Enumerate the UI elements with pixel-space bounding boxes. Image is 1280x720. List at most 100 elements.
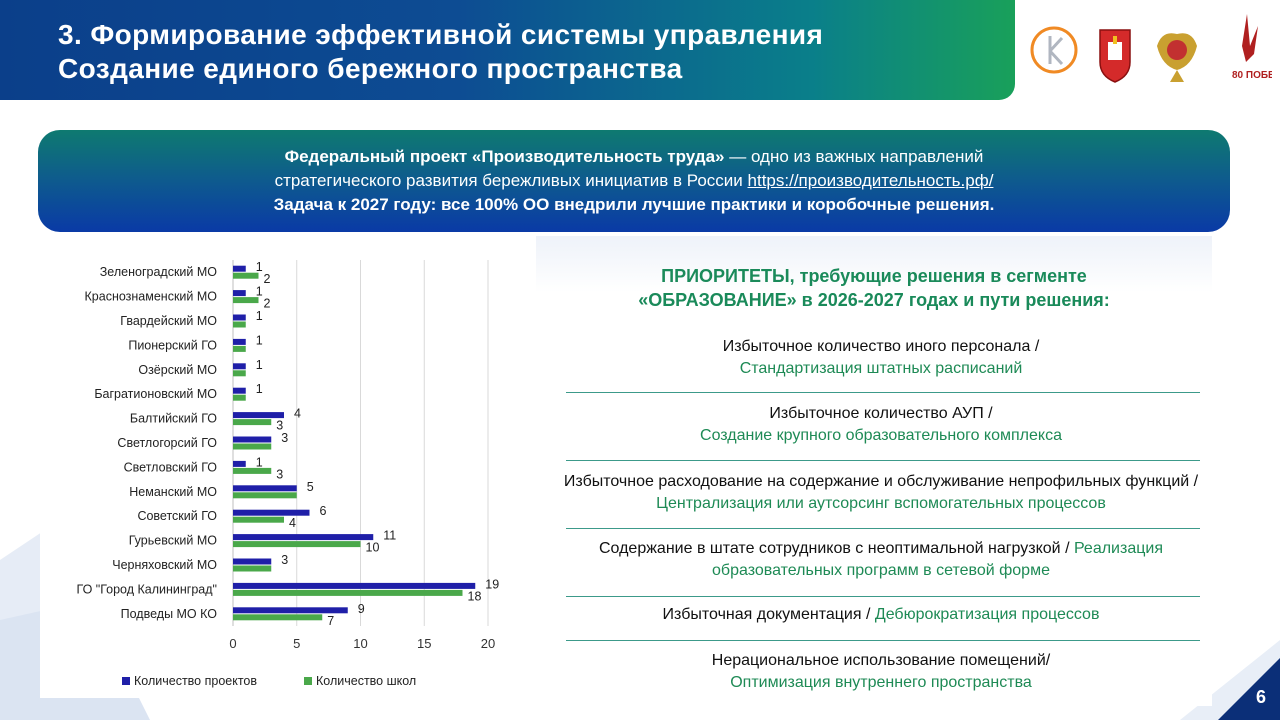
bar-schools <box>233 297 259 304</box>
data-label-projects: 3 <box>281 553 288 567</box>
banner-goal: Задача к 2027 году: все 100% ОО внедрили… <box>273 195 995 214</box>
y-category-label: Черняховский МО <box>112 558 217 572</box>
priority-item: Нерациональное использование помещений/ … <box>556 650 1206 694</box>
priority-solution: Оптимизация внутреннего пространства <box>730 674 1032 691</box>
data-label-projects: 3 <box>281 431 288 445</box>
bar-projects <box>233 607 348 614</box>
priority-problem: Избыточная документация / <box>662 606 875 623</box>
priority-solution: Стандартизация штатных расписаний <box>739 360 1023 377</box>
priorities-title-line1: ПРИОРИТЕТЫ, требующие решения в сегменте <box>536 264 1212 288</box>
data-label-projects: 1 <box>256 309 263 323</box>
priority-item: Содержание в штате сотрудников с неоптим… <box>556 538 1206 582</box>
bar-projects <box>233 436 272 443</box>
priorities-title: ПРИОРИТЕТЫ, требующие решения в сегменте… <box>536 264 1212 312</box>
bar-projects <box>233 265 246 272</box>
x-tick-label: 15 <box>417 636 431 651</box>
bar-schools <box>233 394 246 401</box>
y-category-label: Гурьевский МО <box>129 534 218 548</box>
y-category-label: Багратионовский МО <box>94 387 217 401</box>
bar-schools <box>233 492 297 499</box>
priority-solution: Реализация образовательных программ в се… <box>712 540 1163 579</box>
data-label-projects: 11 <box>383 529 396 543</box>
divider <box>566 460 1200 461</box>
bar-schools <box>233 589 463 596</box>
bar-projects <box>233 387 246 394</box>
bar-projects <box>233 534 374 541</box>
bar-schools <box>233 565 272 572</box>
y-category-label: Неманский МО <box>129 485 217 499</box>
bar-schools <box>233 614 323 621</box>
bar-projects <box>233 290 246 297</box>
bar-projects <box>233 314 246 321</box>
data-label-projects: 1 <box>256 358 263 372</box>
bar-schools <box>233 370 246 377</box>
banner-line3: Задача к 2027 году: все 100% ОО внедрили… <box>38 193 1230 217</box>
kaliningrad-region-k-logo-icon <box>1030 26 1078 74</box>
y-category-label: ГО "Город Калининград" <box>77 582 217 596</box>
priority-problem: Избыточное количество иного персонала / <box>722 338 1040 355</box>
data-label-schools: 4 <box>289 516 296 530</box>
chart-panel: 0 5 10 15 20 Зеленоградский МО 1 2 Краснознаменс… <box>40 248 510 698</box>
bar-projects <box>233 558 272 565</box>
data-label-projects: 19 <box>485 577 499 591</box>
header-banner: 3. Формирование эффективной системы упра… <box>0 0 1015 100</box>
priority-problem: Избыточное расходование на содержание и … <box>563 473 1199 490</box>
federal-project-banner: Федеральный проект «Производительность т… <box>38 130 1230 232</box>
banner-line1-rest: — одно из важных направлений <box>724 147 984 166</box>
x-tick-label: 10 <box>353 636 367 651</box>
banner-line1: Федеральный проект «Производительность т… <box>38 145 1230 169</box>
data-label-schools: 2 <box>264 297 271 311</box>
priority-solution: Централизация или аутсорсинг вспомогател… <box>656 495 1106 512</box>
y-category-label: Светлогорсий ГО <box>117 436 217 450</box>
divider <box>566 392 1200 393</box>
data-label-projects: 1 <box>256 260 263 274</box>
page-title-line1: 3. Формирование эффективной системы упра… <box>58 19 824 50</box>
y-category-label: Озёрский МО <box>138 363 217 377</box>
victory-80-icon: 80 ПОБЕДА! <box>1232 14 1272 81</box>
legend-label-projects: Количество проектов <box>134 674 257 688</box>
bar-projects <box>233 338 246 345</box>
priority-solution: Создание крупного образовательного компл… <box>700 427 1062 444</box>
priority-problem: Избыточное количество АУП / <box>769 405 993 422</box>
data-label-schools: 18 <box>468 589 482 603</box>
bar-projects <box>233 460 246 467</box>
legend-swatch-schools <box>304 677 312 685</box>
divider <box>566 596 1200 597</box>
y-category-label: Подведы МО КО <box>121 607 218 621</box>
priorities-title-rest: требующие решения в сегменте <box>794 266 1087 286</box>
data-label-projects: 6 <box>320 504 327 518</box>
bar-schools <box>233 272 259 279</box>
x-tick-label: 20 <box>481 636 495 651</box>
data-label-schools: 7 <box>327 614 334 628</box>
bar-schools <box>233 321 246 328</box>
y-category-label: Гвардейский МО <box>120 314 217 328</box>
priority-item: Избыточное расходование на содержание и … <box>556 471 1206 515</box>
data-label-projects: 1 <box>256 333 263 347</box>
x-tick-label: 0 <box>229 636 236 651</box>
priority-solution: Дебюрократизация процессов <box>874 606 1100 623</box>
priority-problem: Нерациональное использование помещений/ <box>711 652 1051 669</box>
kaliningrad-coat-of-arms-icon <box>1099 29 1131 83</box>
data-label-schools: 3 <box>276 419 283 433</box>
bar-schools <box>233 345 246 352</box>
divider <box>566 640 1200 641</box>
y-category-label: Светловский ГО <box>124 460 218 474</box>
priority-item: Избыточное количество иного персонала / … <box>556 336 1206 380</box>
priorities-title-line2: «ОБРАЗОВАНИЕ» в 2026-2027 годах и пути р… <box>638 290 1110 310</box>
banner-project-name: Федеральный проект «Производительность т… <box>284 147 725 166</box>
legend-label-schools: Количество школ <box>316 674 416 688</box>
bar-projects <box>233 485 297 492</box>
data-label-schools: 3 <box>276 467 283 481</box>
data-label-schools: 10 <box>366 541 380 555</box>
ministry-emblem-icon <box>1157 33 1197 82</box>
banner-link[interactable]: https://производительность.рф/ <box>747 171 994 190</box>
y-category-label: Зеленоградский МО <box>100 265 218 279</box>
divider <box>566 528 1200 529</box>
bar-schools <box>233 467 272 474</box>
data-label-projects: 4 <box>294 407 301 421</box>
y-category-label: Краснознаменский МО <box>85 290 218 304</box>
data-label-schools: 2 <box>264 272 271 286</box>
page-corner <box>1218 658 1280 720</box>
y-category-label: Балтийский ГО <box>130 412 217 426</box>
